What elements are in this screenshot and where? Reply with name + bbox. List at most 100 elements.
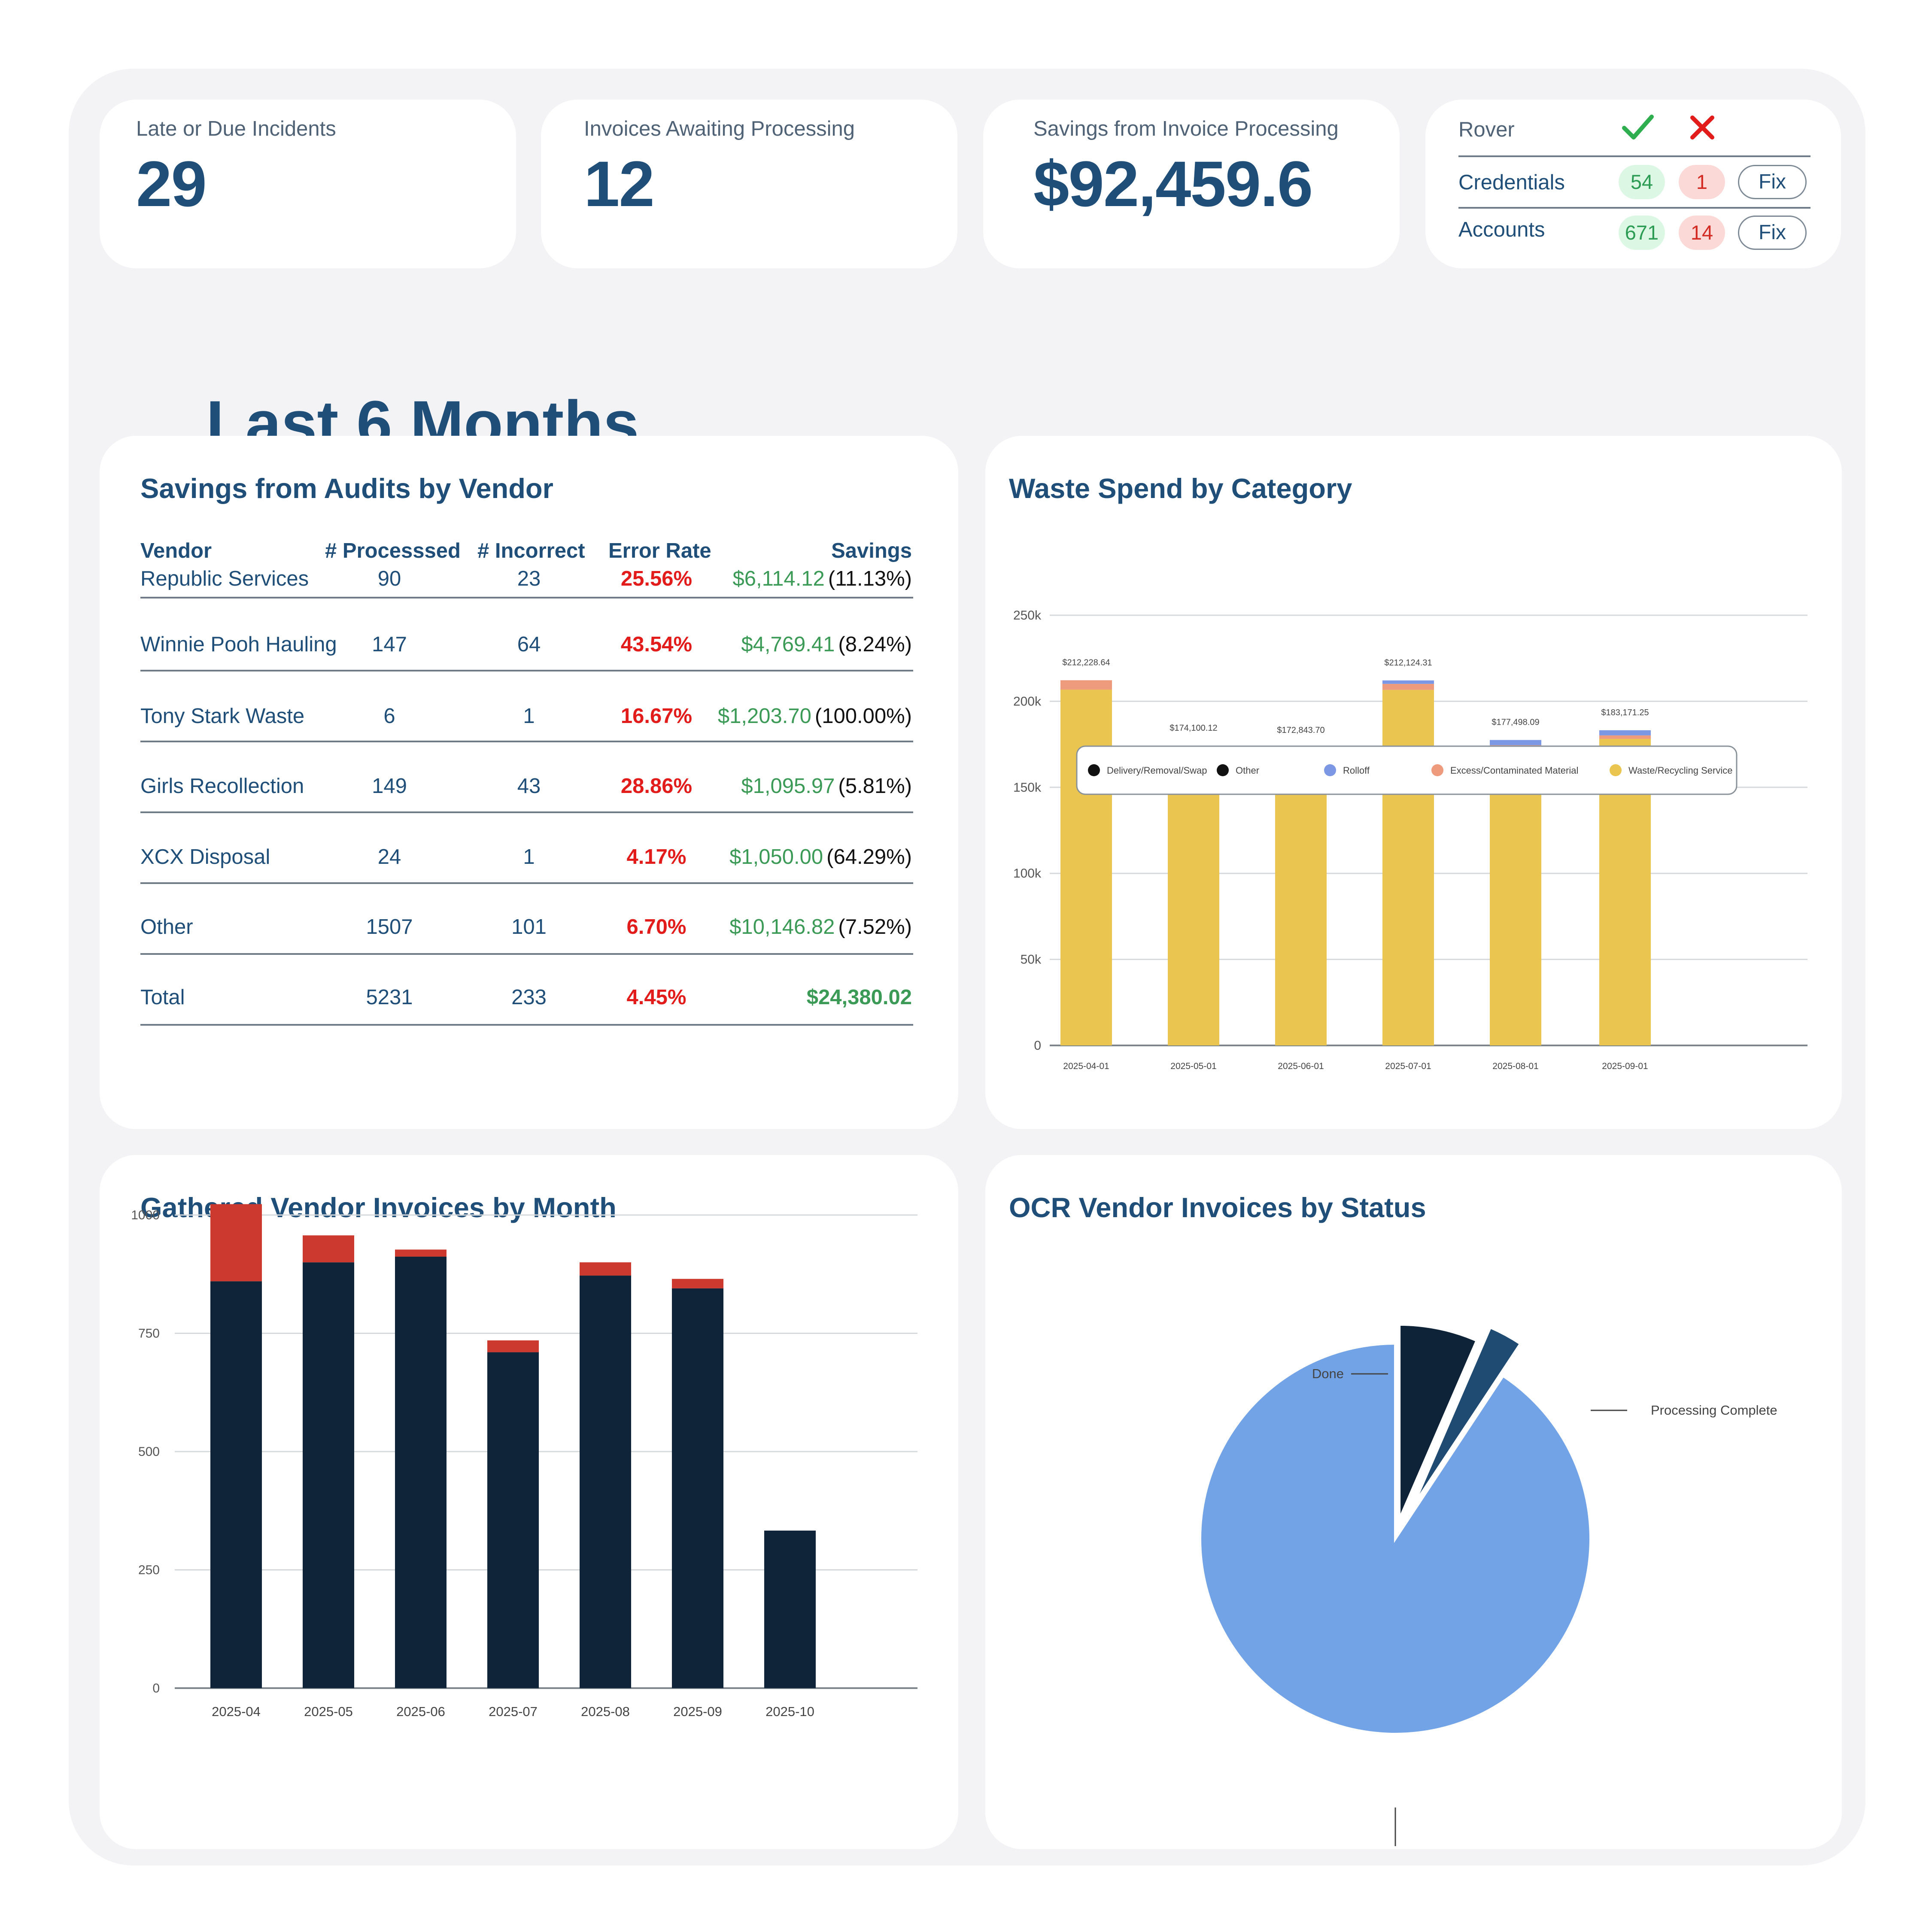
legend-swatch [1324,764,1336,776]
pie-slice [1411,1325,1522,1507]
error-rate-cell: 43.54% [620,633,693,656]
kpi-card-incidents[interactable]: Late or Due Incidents 29 [100,100,516,268]
header-error-rate[interactable]: Error Rate [608,539,711,562]
legend-swatch [1610,764,1622,776]
savings-cell: $1,050.00 (64.29%) [729,845,912,869]
incorrect-cell: 23 [517,567,541,590]
x-tick-label: 2025-06-01 [1278,1061,1324,1071]
ocr-status-card: OCR Vendor Invoices by Status Done Proces… [985,1155,1842,1849]
accounts-error-badge: 14 [1679,216,1725,250]
legend-label: Excess/Contaminated Material [1450,765,1578,776]
table-divider [140,741,913,742]
x-tick-label: 2025-09-01 [1602,1061,1648,1071]
savings-cell: $10,146.82 (7.52%) [729,915,912,939]
bar-segment [764,1531,816,1688]
x-icon [1690,115,1714,140]
vendor-cell: Republic Services [140,567,309,590]
y-tick-label: 0 [1034,1039,1041,1053]
bar-segment [210,1281,262,1688]
processed-cell: 5231 [366,986,413,1009]
kpi-value: 12 [584,148,655,220]
bar-segment [1599,735,1651,739]
savings-amount: $1,050.00 [729,845,823,869]
savings-cell: $24,380.02 [807,985,912,1009]
savings-percent: (7.52%) [838,915,912,939]
savings-amount: $4,769.41 [741,633,835,656]
bar-segment [580,1276,631,1688]
vendor-cell: Girls Recollection [140,775,304,798]
header-processed[interactable]: # Processsed [325,539,461,562]
table-divider [140,1024,913,1026]
vendor-cell: Total [140,986,185,1009]
kpi-value: $92,459.6 [1033,148,1313,220]
kpi-card-awaiting[interactable]: Invoices Awaiting Processing 12 [541,100,957,268]
incorrect-cell: 1 [523,705,535,728]
header-savings[interactable]: Savings [831,539,912,562]
rover-divider [1458,207,1810,209]
header-incorrect[interactable]: # Incorrect [477,539,585,562]
legend-swatch [1431,764,1443,776]
gathered-invoices-card: Gathered Vendor Invoices by Month 0 250 50… [100,1155,958,1849]
incorrect-cell: 233 [511,986,547,1009]
header-vendor[interactable]: Vendor [140,539,212,562]
y-tick-label: 500 [138,1445,160,1459]
rover-title: Rover [1458,118,1515,141]
legend-box [1076,745,1738,795]
error-rate-cell: 4.45% [626,986,687,1009]
savings-percent: (11.13%) [828,567,912,590]
y-tick-label: 200k [1013,694,1042,708]
y-tick-label: 150k [1013,781,1042,795]
waste-spend-chart: 0 50k 100k 150k 200k 250k $212,228.64 2025-04-0… [1013,608,1807,1071]
x-tick-label: 2025-08 [581,1704,630,1719]
savings-percent: (5.81%) [838,775,912,798]
bar-segment [1382,680,1434,684]
processed-cell: 6 [383,705,395,728]
bar-segment [1382,690,1434,1045]
error-rate-cell: 28.86% [620,775,693,798]
rover-divider [1458,155,1810,157]
legend-label: Other [1236,765,1259,776]
table-divider [140,811,913,813]
savings-amount: $1,203.70 [717,705,811,728]
y-tick-label: 1000 [131,1208,160,1222]
kpi-card-savings[interactable]: Savings from Invoice Processing $92,459.… [983,100,1400,268]
legend-label: Waste/Recycling Service [1628,765,1732,776]
credentials-error-badge: 1 [1679,165,1725,199]
error-rate-cell: 25.56% [620,567,693,590]
slice-label: Processing Complete [1651,1403,1777,1418]
x-tick-label: 2025-09 [673,1704,722,1719]
bar-segment [487,1340,539,1352]
credentials-fix-button[interactable]: Fix [1738,165,1807,199]
legend-label: Delivery/Removal/Swap [1107,765,1207,776]
audits-title: Savings from Audits by Vendor [140,473,553,504]
incorrect-cell: 64 [517,633,541,656]
table-divider [140,597,913,598]
accounts-fix-button[interactable]: Fix [1738,216,1807,250]
savings-amount: $10,146.82 [729,915,835,939]
bar-segment [1060,680,1112,690]
bar-segment [672,1279,723,1288]
bar-segment [1275,756,1327,1045]
y-tick-label: 0 [152,1681,160,1695]
x-tick-label: 2025-10 [766,1704,814,1719]
total-label: $183,171.25 [1601,708,1649,717]
incorrect-cell: 101 [511,915,547,939]
bar-segment [1382,683,1434,690]
accounts-ok-badge: 671 [1619,216,1665,250]
x-tick-label: 2025-07-01 [1385,1061,1431,1071]
savings-cell: $1,203.70 (100.00%) [718,704,912,728]
slice-label: Done [1312,1366,1344,1381]
incorrect-cell: 43 [517,775,541,798]
savings-percent: (64.29%) [826,845,912,869]
legend-label: Rolloff [1343,765,1370,776]
pie-slice [1398,1323,1479,1521]
x-tick-label: 2025-06 [396,1704,445,1719]
rover-card: Rover Credentials 54 1 Fix Accounts 671 … [1425,100,1841,268]
check-icon [1622,115,1654,140]
pie-slice [1199,1342,1592,1735]
x-tick-label: 2025-04 [212,1704,261,1719]
processed-cell: 1507 [366,915,413,939]
savings-cell: $6,114.12 (11.13%) [732,567,912,591]
table-divider [140,882,913,884]
